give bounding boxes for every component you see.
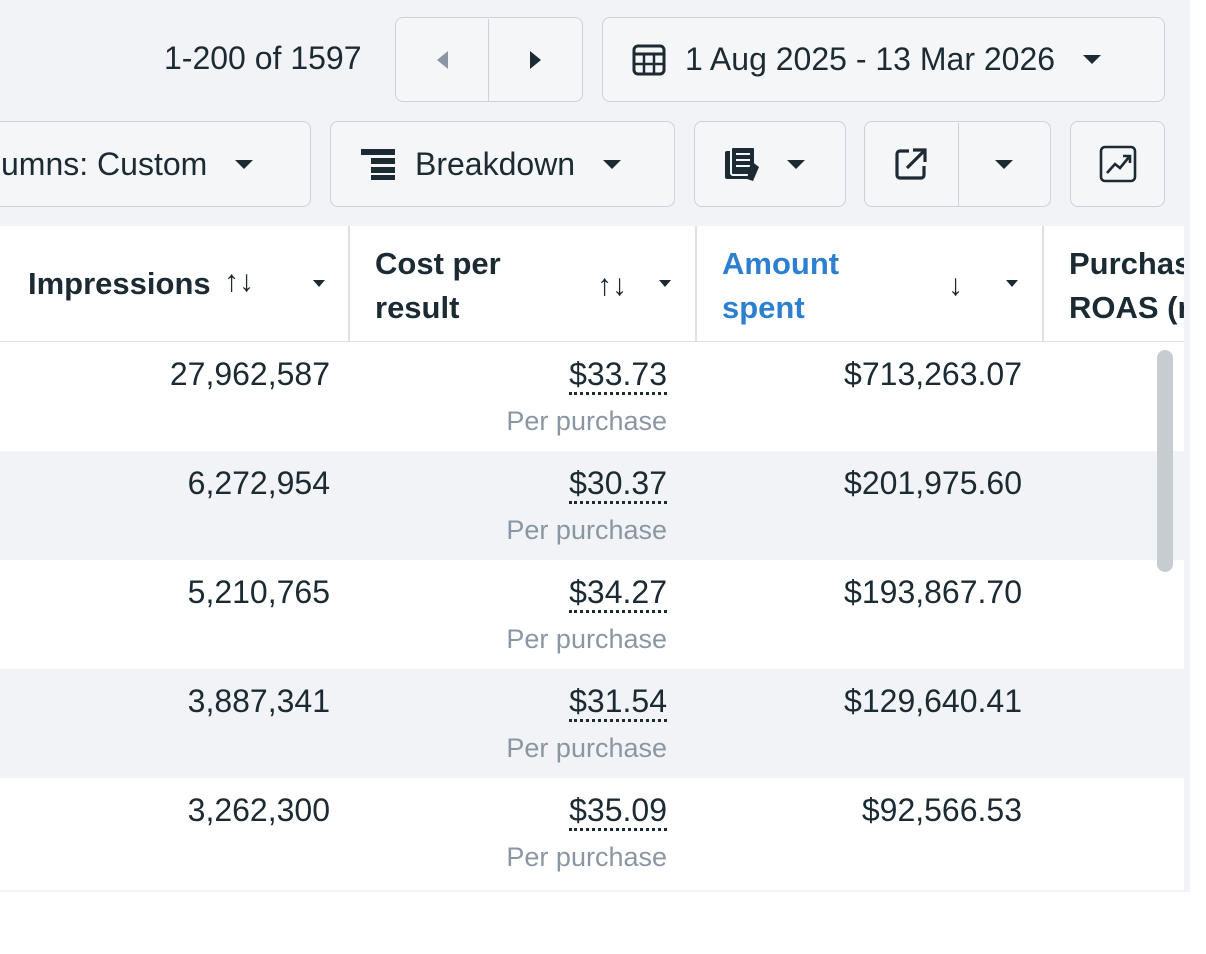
calendar-icon: [632, 44, 666, 75]
chart-icon: [1099, 145, 1136, 183]
cost-per-result-link[interactable]: $31.54: [569, 683, 667, 722]
columns-label: umns: Custom: [1, 145, 208, 182]
chevron-down-icon: [787, 159, 805, 169]
next-page-button[interactable]: [489, 19, 581, 101]
impressions-cell: 27,962,587: [169, 356, 330, 392]
caret-left-icon: [436, 50, 448, 69]
impressions-cell: 5,210,765: [187, 574, 330, 610]
column-divider: [1042, 226, 1044, 342]
cost-per-result-type: Per purchase: [506, 406, 667, 436]
amount-spent-cell: $92,566.53: [861, 792, 1022, 828]
header-impressions-label: Impressions: [28, 266, 211, 301]
breakdown-dropdown[interactable]: Breakdown: [330, 121, 675, 207]
cost-per-result-type: Per purchase: [506, 842, 667, 872]
export-dropdown-button[interactable]: [959, 123, 1051, 206]
chevron-down-icon: [995, 159, 1014, 169]
chevron-down-icon[interactable]: [659, 280, 671, 287]
date-range-picker[interactable]: 1 Aug 2025 - 13 Mar 2026: [602, 17, 1165, 102]
cost-per-result-type: Per purchase: [506, 733, 667, 763]
header-cost-line1: Cost per: [375, 246, 501, 281]
sort-icon[interactable]: ↓: [948, 269, 963, 302]
column-divider: [348, 226, 350, 342]
columns-dropdown[interactable]: umns: Custom: [0, 121, 311, 207]
pagination-controls: [395, 17, 583, 102]
sort-icon[interactable]: ↑↓: [597, 269, 627, 302]
cost-per-result-link[interactable]: $33.73: [569, 356, 667, 395]
amount-spent-cell: $193,867.70: [844, 574, 1022, 610]
cost-per-result-link[interactable]: $35.09: [569, 792, 667, 831]
header-purchase-roas[interactable]: Purchas ROAS (r: [1043, 226, 1184, 342]
table-row[interactable]: 27,962,587 $33.73 Per purchase $713,263.…: [0, 342, 1184, 451]
date-range-label: 1 Aug 2025 - 13 Mar 2026: [685, 41, 1056, 77]
reports-dropdown[interactable]: [694, 121, 846, 207]
sort-icon[interactable]: ↑↓: [224, 265, 254, 298]
pagination-range: 1-200 of 1597: [164, 40, 362, 76]
data-table: Impressions ↑↓ Cost per result ↑↓ Amount…: [0, 226, 1184, 890]
cost-per-result-type: Per purchase: [506, 624, 667, 654]
cost-per-result-link[interactable]: $34.27: [569, 574, 667, 613]
chevron-down-icon[interactable]: [313, 280, 325, 287]
amount-spent-cell: $713,263.07: [844, 356, 1022, 392]
export-controls: [864, 121, 1051, 207]
charts-button[interactable]: [1070, 121, 1165, 207]
impressions-cell: 3,262,300: [187, 792, 330, 828]
impressions-cell: 6,272,954: [187, 465, 330, 501]
impressions-cell: 3,887,341: [187, 683, 330, 719]
amount-spent-cell: $129,640.41: [844, 683, 1022, 719]
header-roas-line1: Purchas: [1069, 246, 1184, 281]
breakdown-label: Breakdown: [415, 145, 576, 182]
table-row[interactable]: 5,210,765 $34.27 Per purchase $193,867.7…: [0, 560, 1184, 669]
breakdown-icon: [361, 149, 395, 180]
caret-right-icon: [529, 50, 541, 69]
export-button[interactable]: [865, 122, 959, 206]
vertical-scrollbar[interactable]: [1157, 350, 1173, 572]
header-cost-line2: result: [375, 290, 460, 325]
cost-per-result-type: Per purchase: [506, 515, 667, 545]
cost-per-result-link[interactable]: $30.37: [569, 465, 667, 504]
export-icon: [895, 148, 927, 180]
prev-page-button[interactable]: [396, 18, 489, 101]
header-amount-line1: Amount: [722, 246, 840, 281]
chevron-down-icon[interactable]: [1006, 280, 1018, 287]
header-amount-spent[interactable]: Amount spent ↓: [696, 226, 1042, 342]
amount-spent-cell: $201,975.60: [844, 465, 1022, 501]
column-divider: [695, 226, 697, 342]
header-roas-line2: ROAS (r: [1069, 290, 1184, 325]
table-row[interactable]: 6,272,954 $30.37 Per purchase $201,975.6…: [0, 451, 1184, 560]
chevron-down-icon: [1083, 55, 1102, 64]
chevron-down-icon: [603, 159, 622, 169]
table-header: Impressions ↑↓ Cost per result ↑↓ Amount…: [0, 226, 1184, 342]
table-row[interactable]: 3,887,341 $31.54 Per purchase $129,640.4…: [0, 669, 1184, 778]
header-amount-line2: spent: [722, 290, 805, 325]
header-cost-per-result[interactable]: Cost per result ↑↓: [349, 226, 695, 342]
reports-icon: [725, 146, 759, 181]
chevron-down-icon: [235, 159, 254, 169]
table-row[interactable]: 3,262,300 $35.09 Per purchase $92,566.53: [0, 778, 1184, 887]
header-impressions[interactable]: Impressions ↑↓: [0, 226, 348, 342]
